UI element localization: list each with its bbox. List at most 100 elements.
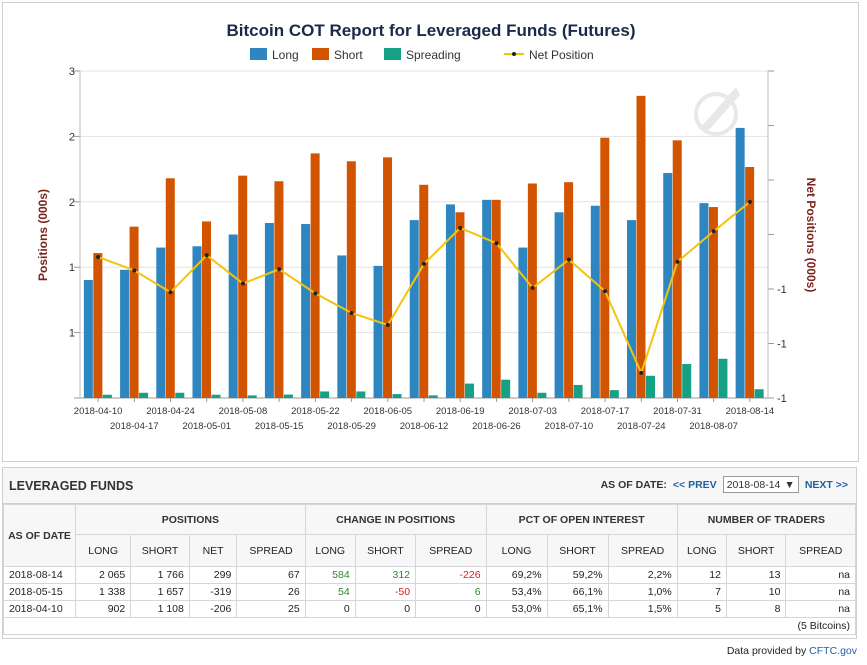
bar-short <box>129 226 139 398</box>
bar-short <box>708 207 718 398</box>
legend-item-short: Short <box>312 48 363 62</box>
x-tick-label: 2018-05-01 <box>182 421 231 432</box>
cell-chg-spread: 6 <box>415 583 487 601</box>
bar-long <box>409 220 419 398</box>
table-row: 2018-04-10 902 1 108 -206 25 0 0 0 53,0%… <box>3 600 856 618</box>
col-chg-spread: SPREAD <box>415 534 487 567</box>
legend-label: Short <box>334 48 363 62</box>
bar-long <box>301 224 311 398</box>
cell-tr-long: 7 <box>676 583 727 601</box>
bar-spreading <box>175 392 185 398</box>
note-row: (5 Bitcoins) <box>3 617 856 635</box>
cell-chg-long: 584 <box>304 566 356 584</box>
cell-pos-spread: 67 <box>236 566 306 584</box>
cell-tr-short: 13 <box>725 566 787 584</box>
col-pct-spread: SPREAD <box>607 534 678 567</box>
dropdown-arrow-icon: ▼ <box>784 478 795 491</box>
net-position-point <box>96 254 101 259</box>
bar-spreading <box>682 363 692 398</box>
cell-pct-spread: 1,0% <box>607 583 678 601</box>
bar-spreading <box>320 391 330 398</box>
bar-spreading <box>718 358 728 398</box>
prev-link[interactable]: << PREV <box>672 478 717 491</box>
bar-short <box>672 140 682 398</box>
bar-long <box>264 222 274 398</box>
x-tick-label: 2018-08-07 <box>689 421 738 432</box>
net-position-point <box>747 199 752 204</box>
bar-short <box>383 157 393 398</box>
col-pos-short: SHORT <box>130 534 190 567</box>
x-tick-label: 2018-07-03 <box>508 406 557 417</box>
net-position-point <box>349 310 354 315</box>
y2-tick-label: -1 <box>777 393 787 405</box>
bar-long <box>83 280 93 398</box>
date-select[interactable]: 2018-08-14 ▼ <box>722 476 799 493</box>
cell-chg-spread: -226 <box>415 566 487 584</box>
header-traders: NUMBER OF TRADERS <box>676 504 857 535</box>
net-position-point <box>711 229 716 234</box>
bar-long <box>373 265 383 398</box>
bar-spreading <box>537 392 547 398</box>
cell-tr-long: 5 <box>676 600 727 618</box>
legend-item-spreading: Spreading <box>384 48 461 62</box>
col-tr-long: LONG <box>676 534 727 567</box>
cell-tr-spread: na <box>785 600 856 618</box>
legend-label: Net Position <box>529 48 594 62</box>
cell-pos-long: 1 338 <box>74 583 132 601</box>
cell-date: 2018-08-14 <box>3 566 76 584</box>
table-title: LEVERAGED FUNDS <box>9 479 134 493</box>
watermark-logo <box>694 87 740 136</box>
col-pct-short: SHORT <box>546 534 609 567</box>
bar-short <box>636 95 646 399</box>
footer: Data provided by CFTC.gov <box>727 645 857 657</box>
legend-label: Long <box>272 48 299 62</box>
net-position-point <box>639 370 644 375</box>
legend-swatch <box>312 48 329 60</box>
x-tick-label: 2018-06-26 <box>472 421 521 432</box>
bar-long <box>228 234 238 398</box>
x-tick-label: 2018-05-15 <box>255 421 304 432</box>
x-tick-label: 2018-05-22 <box>291 406 340 417</box>
cell-pct-spread: 2,2% <box>607 566 678 584</box>
cot-chart: Bitcoin COT Report for Leveraged Funds (… <box>36 21 818 432</box>
col-pos-net: NET <box>188 534 238 567</box>
y-tick-label: 2 <box>69 131 75 143</box>
cell-chg-long: 0 <box>304 600 356 618</box>
legend-swatch <box>250 48 267 60</box>
next-link[interactable]: NEXT >> <box>804 478 848 491</box>
table-row: 2018-08-14 2 065 1 766 299 67 584 312 -2… <box>3 566 856 584</box>
y-axis-title: Positions (000s) <box>36 189 50 281</box>
table-header-bar: LEVERAGED FUNDS AS OF DATE: << PREV 2018… <box>3 468 856 504</box>
bar-short <box>310 153 320 398</box>
bar-spreading <box>139 392 149 398</box>
bar-short <box>527 183 537 398</box>
bar-short <box>455 212 465 398</box>
as-of-date-label: AS OF DATE: <box>600 478 667 491</box>
header-change: CHANGE IN POSITIONS <box>304 504 487 535</box>
col-chg-short: SHORT <box>354 534 417 567</box>
cell-tr-short: 8 <box>725 600 787 618</box>
table-note: (5 Bitcoins) <box>3 617 856 635</box>
bar-spreading <box>646 375 656 398</box>
x-tick-label: 2018-07-24 <box>617 421 666 432</box>
date-controls: AS OF DATE: << PREV 2018-08-14 ▼ NEXT >> <box>601 476 848 493</box>
legend-marker <box>512 52 516 56</box>
bar-spreading <box>609 390 619 398</box>
cell-tr-spread: na <box>785 583 856 601</box>
bar-long <box>627 220 637 398</box>
x-tick-label: 2018-07-31 <box>653 406 702 417</box>
cell-pos-spread: 26 <box>236 583 306 601</box>
x-tick-label: 2018-04-10 <box>74 406 123 417</box>
x-tick-label: 2018-04-24 <box>146 406 195 417</box>
cell-chg-short: 312 <box>354 566 417 584</box>
x-tick-label: 2018-06-19 <box>436 406 485 417</box>
bar-spreading <box>464 383 474 398</box>
x-tick-label: 2018-05-08 <box>219 406 268 417</box>
cell-pos-long: 902 <box>74 600 132 618</box>
col-pos-long: LONG <box>74 534 132 567</box>
bar-short <box>346 161 356 398</box>
y-tick-label: 2 <box>69 197 75 209</box>
bar-spreading <box>392 394 402 398</box>
footer-source-link[interactable]: CFTC.gov <box>809 645 857 657</box>
bar-short <box>201 221 211 398</box>
